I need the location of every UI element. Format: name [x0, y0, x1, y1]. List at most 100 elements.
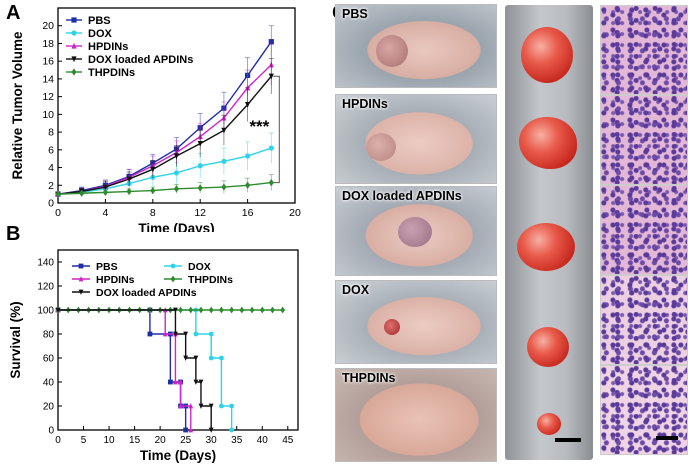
data-point	[208, 355, 214, 361]
tumor-bulge	[384, 319, 400, 335]
data-point	[55, 190, 61, 198]
data-point	[198, 306, 204, 314]
mouse-label: PBS	[342, 7, 368, 21]
photo-panel: PBS HPDINs DOX loaded APDINs DOX THPDINs	[325, 0, 690, 469]
data-point	[173, 379, 178, 385]
series-line	[57, 41, 272, 195]
x-tick-label: 25	[180, 435, 192, 446]
x-tick-label: 5	[81, 435, 87, 446]
x-axis-label: Time (Days)	[138, 221, 214, 232]
legend-marker	[78, 289, 84, 295]
data-point	[280, 306, 286, 314]
data-point	[193, 379, 199, 385]
y-axis-label: Relative Tumor Volume	[10, 31, 25, 180]
data-point	[102, 188, 108, 196]
panel-letter-a: A	[6, 2, 21, 24]
legend-entry: DOX loaded APDINs	[96, 287, 197, 299]
data-point	[183, 427, 189, 433]
legend-entry: DOX	[188, 261, 211, 273]
y-tick-label: 80	[43, 330, 55, 341]
data-point	[147, 331, 153, 337]
data-point	[102, 184, 108, 191]
legend-marker	[71, 42, 77, 49]
data-point	[268, 39, 274, 45]
data-point	[162, 331, 168, 337]
legend-marker	[78, 276, 84, 282]
data-point	[208, 306, 214, 314]
y-tick-label: 40	[43, 378, 55, 389]
x-tick-label: 16	[242, 207, 254, 219]
legend-marker	[71, 30, 77, 36]
tumor-volume-chart: 0 4 8 12 16 20 0 2 4 6 8 10 12 14 16 18 20 Time (Days) Rel…	[10, 7, 301, 232]
tumor-bulge	[376, 35, 408, 67]
tumor-pbs	[521, 27, 573, 83]
data-point	[221, 158, 227, 164]
y-tick-label: 60	[43, 354, 55, 365]
tumor-thpdins	[537, 413, 561, 435]
series-line	[57, 181, 272, 195]
tumor-dox	[527, 327, 569, 367]
data-point	[193, 355, 199, 361]
data-point	[245, 181, 251, 189]
excised-tumors-strip	[505, 5, 593, 460]
data-point	[229, 427, 235, 433]
data-point	[221, 183, 227, 191]
data-point	[173, 331, 178, 337]
plot-frame	[57, 7, 296, 204]
data-point	[197, 184, 203, 192]
data-point	[183, 355, 189, 361]
x-tick-label: 35	[231, 435, 243, 446]
series-line	[58, 309, 212, 430]
x-tick-label: 15	[129, 435, 141, 446]
legend-entry: THPDINs	[88, 67, 135, 79]
data-point	[178, 403, 183, 409]
data-point	[198, 379, 204, 385]
significance-bracket	[273, 75, 280, 184]
tumor-dox-apdins	[517, 223, 575, 271]
legend-entry: HPDINs	[96, 274, 135, 286]
data-point	[55, 307, 61, 313]
y-tick-label: 10	[42, 109, 54, 121]
data-point	[208, 427, 214, 433]
legend-marker	[71, 68, 77, 76]
mouse-photo-hpdins: HPDINs	[335, 94, 497, 184]
significance-annotation: ***	[249, 117, 269, 136]
data-point	[219, 403, 224, 409]
data-point	[126, 187, 132, 196]
y-tick-label: 0	[48, 198, 54, 210]
y-tick-label: 14	[42, 73, 54, 85]
histology-dox-apdins	[600, 185, 688, 275]
data-point	[197, 141, 203, 147]
y-tick-label: 20	[43, 402, 55, 413]
data-point	[79, 189, 85, 197]
data-point	[150, 166, 156, 173]
plot-frame	[57, 249, 299, 431]
y-tick-label: 0	[48, 426, 54, 437]
data-point	[173, 170, 180, 176]
mouse-photo-thpdins: THPDINs	[335, 368, 497, 462]
x-tick-label: 40	[257, 435, 269, 446]
series-line	[58, 309, 187, 430]
data-point	[270, 306, 275, 314]
data-point	[178, 306, 183, 314]
y-axis-label: Survival (%)	[8, 301, 23, 378]
y-tick-label: 2	[48, 180, 54, 192]
data-point	[245, 153, 251, 159]
x-tick-label: 12	[194, 207, 206, 219]
data-point	[249, 306, 255, 314]
data-point	[197, 163, 203, 169]
series-line	[57, 75, 272, 195]
y-tick-label: 16	[42, 56, 54, 68]
x-axis-label: Time (Days)	[140, 448, 216, 463]
legend-entry: PBS	[96, 261, 118, 273]
data-point	[150, 186, 156, 195]
histology-thpdins	[600, 365, 688, 455]
tumor-hpdins	[519, 117, 577, 169]
legend-marker	[71, 17, 77, 23]
data-point	[221, 127, 227, 134]
mouse-photo-dox: DOX	[335, 280, 497, 364]
x-tick-label: 45	[282, 435, 294, 446]
legend-entry: DOX loaded APDINs	[88, 54, 193, 66]
series-line	[58, 309, 233, 430]
data-point	[188, 403, 194, 409]
